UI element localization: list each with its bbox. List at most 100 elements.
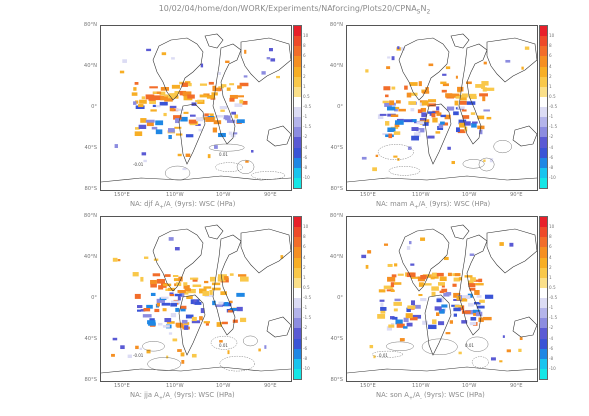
anomaly-cell [466, 101, 476, 105]
colorbar-label: 8 [549, 234, 552, 240]
anomaly-cell [216, 322, 222, 327]
colorbar-label: 1 [303, 274, 306, 280]
anomaly-cell [220, 109, 225, 112]
anomaly-cell [479, 299, 485, 303]
anomaly-cell [396, 100, 401, 104]
caption-sub-minus: - [425, 204, 428, 211]
anomaly-cell [455, 127, 460, 133]
lat-tick-label: 0° [337, 295, 343, 301]
anomaly-cell [445, 292, 452, 296]
anomaly-cell [475, 84, 484, 88]
anomaly-cell [439, 290, 444, 294]
lat-tick-label: 40°N [83, 254, 97, 260]
anomaly-cell [213, 120, 222, 125]
colorbar-swatch [294, 127, 301, 138]
anomaly-cell [146, 48, 152, 52]
colorbar-swatch [294, 287, 301, 298]
colorbar-swatch [294, 298, 301, 309]
anomaly-cell [444, 114, 451, 120]
anomaly-cell [196, 117, 204, 122]
colorbar-label: -1.5 [303, 315, 312, 321]
anomaly-cell [156, 278, 165, 284]
anomaly-cell [112, 337, 118, 341]
colorbar-swatch [294, 147, 301, 158]
anomaly-cell [188, 82, 192, 87]
anomaly-cell [245, 160, 249, 163]
anomaly-cell [237, 274, 247, 277]
anomaly-cell [153, 91, 157, 94]
anomaly-cell [192, 284, 202, 287]
colorbar-label: 8 [549, 43, 552, 49]
colorbar-swatch [540, 287, 547, 298]
anomaly-cell [119, 70, 125, 74]
anomaly-cell [478, 278, 483, 283]
anomaly-cell [229, 83, 235, 86]
anomaly-cell [476, 305, 485, 309]
anomaly-cell [410, 263, 415, 266]
contour-line [471, 356, 489, 368]
colorbar-label: 4 [549, 63, 552, 69]
anomaly-cell [435, 131, 441, 134]
anomaly-cell [143, 256, 149, 259]
colorbar-swatch [294, 308, 301, 319]
anomaly-cell [218, 301, 224, 305]
anomaly-cell [244, 49, 247, 54]
anomaly-cell [222, 321, 228, 325]
anomaly-cell [393, 282, 402, 285]
anomaly-cell [137, 305, 143, 309]
coastline [152, 228, 204, 292]
anomaly-cell [486, 116, 492, 120]
anomaly-cell [219, 340, 223, 343]
colorbar-swatch [294, 86, 301, 97]
anomaly-cell [114, 144, 118, 149]
coastline [347, 366, 537, 374]
colorbar-swatch [540, 76, 547, 87]
contour-line [377, 144, 414, 160]
anomaly-cell [174, 293, 182, 297]
anomaly-cell [387, 106, 396, 111]
anomaly-cell [394, 263, 398, 267]
anomaly-cell [251, 150, 254, 153]
colorbar-label: -0.5 [303, 104, 312, 109]
anomaly-cell [470, 277, 476, 282]
anomaly-cell [412, 304, 421, 309]
anomaly-shading [114, 48, 280, 171]
anomaly-cell [181, 82, 188, 87]
anomaly-cell [436, 112, 442, 116]
anomaly-cell [148, 322, 156, 326]
colorbar-label: -0.5 [549, 295, 558, 300]
anomaly-cell [140, 276, 144, 282]
colorbar-swatch [540, 167, 547, 178]
lon-tick-label: 10°W [216, 383, 231, 389]
contour-line [386, 341, 414, 351]
colorbar-swatch [540, 338, 547, 349]
colorbar-label: -6 [549, 345, 554, 351]
anomaly-cell [135, 105, 145, 110]
anomaly-cell [469, 96, 477, 100]
anomaly-cell [169, 293, 174, 297]
colorbar-swatch [540, 227, 547, 238]
map-canvas: 0.01 -0.01 [101, 33, 291, 183]
anomaly-cell [171, 84, 180, 89]
anomaly-cell [239, 82, 249, 87]
colorbar-label: 6 [303, 53, 306, 59]
colorbar-swatch [540, 298, 547, 309]
anomaly-cell [215, 304, 224, 308]
anomaly-cell [145, 94, 155, 100]
anomaly-cell [152, 273, 161, 277]
colorbar-swatch [540, 107, 547, 118]
coastline [178, 294, 206, 356]
lat-tick-label: 40°N [329, 63, 343, 69]
anomaly-cell [150, 109, 157, 112]
anomaly-cell [427, 103, 436, 107]
anomaly-cell [462, 115, 470, 119]
anomaly-cell [432, 272, 437, 277]
anomaly-cell [240, 100, 248, 105]
anomaly-cell [390, 282, 395, 288]
anomaly-cell [457, 129, 466, 134]
anomaly-cell [163, 112, 167, 117]
anomaly-cell [214, 145, 218, 149]
anomaly-cell [158, 285, 164, 290]
anomaly-cell [483, 61, 487, 65]
anomaly-cell [187, 94, 195, 99]
